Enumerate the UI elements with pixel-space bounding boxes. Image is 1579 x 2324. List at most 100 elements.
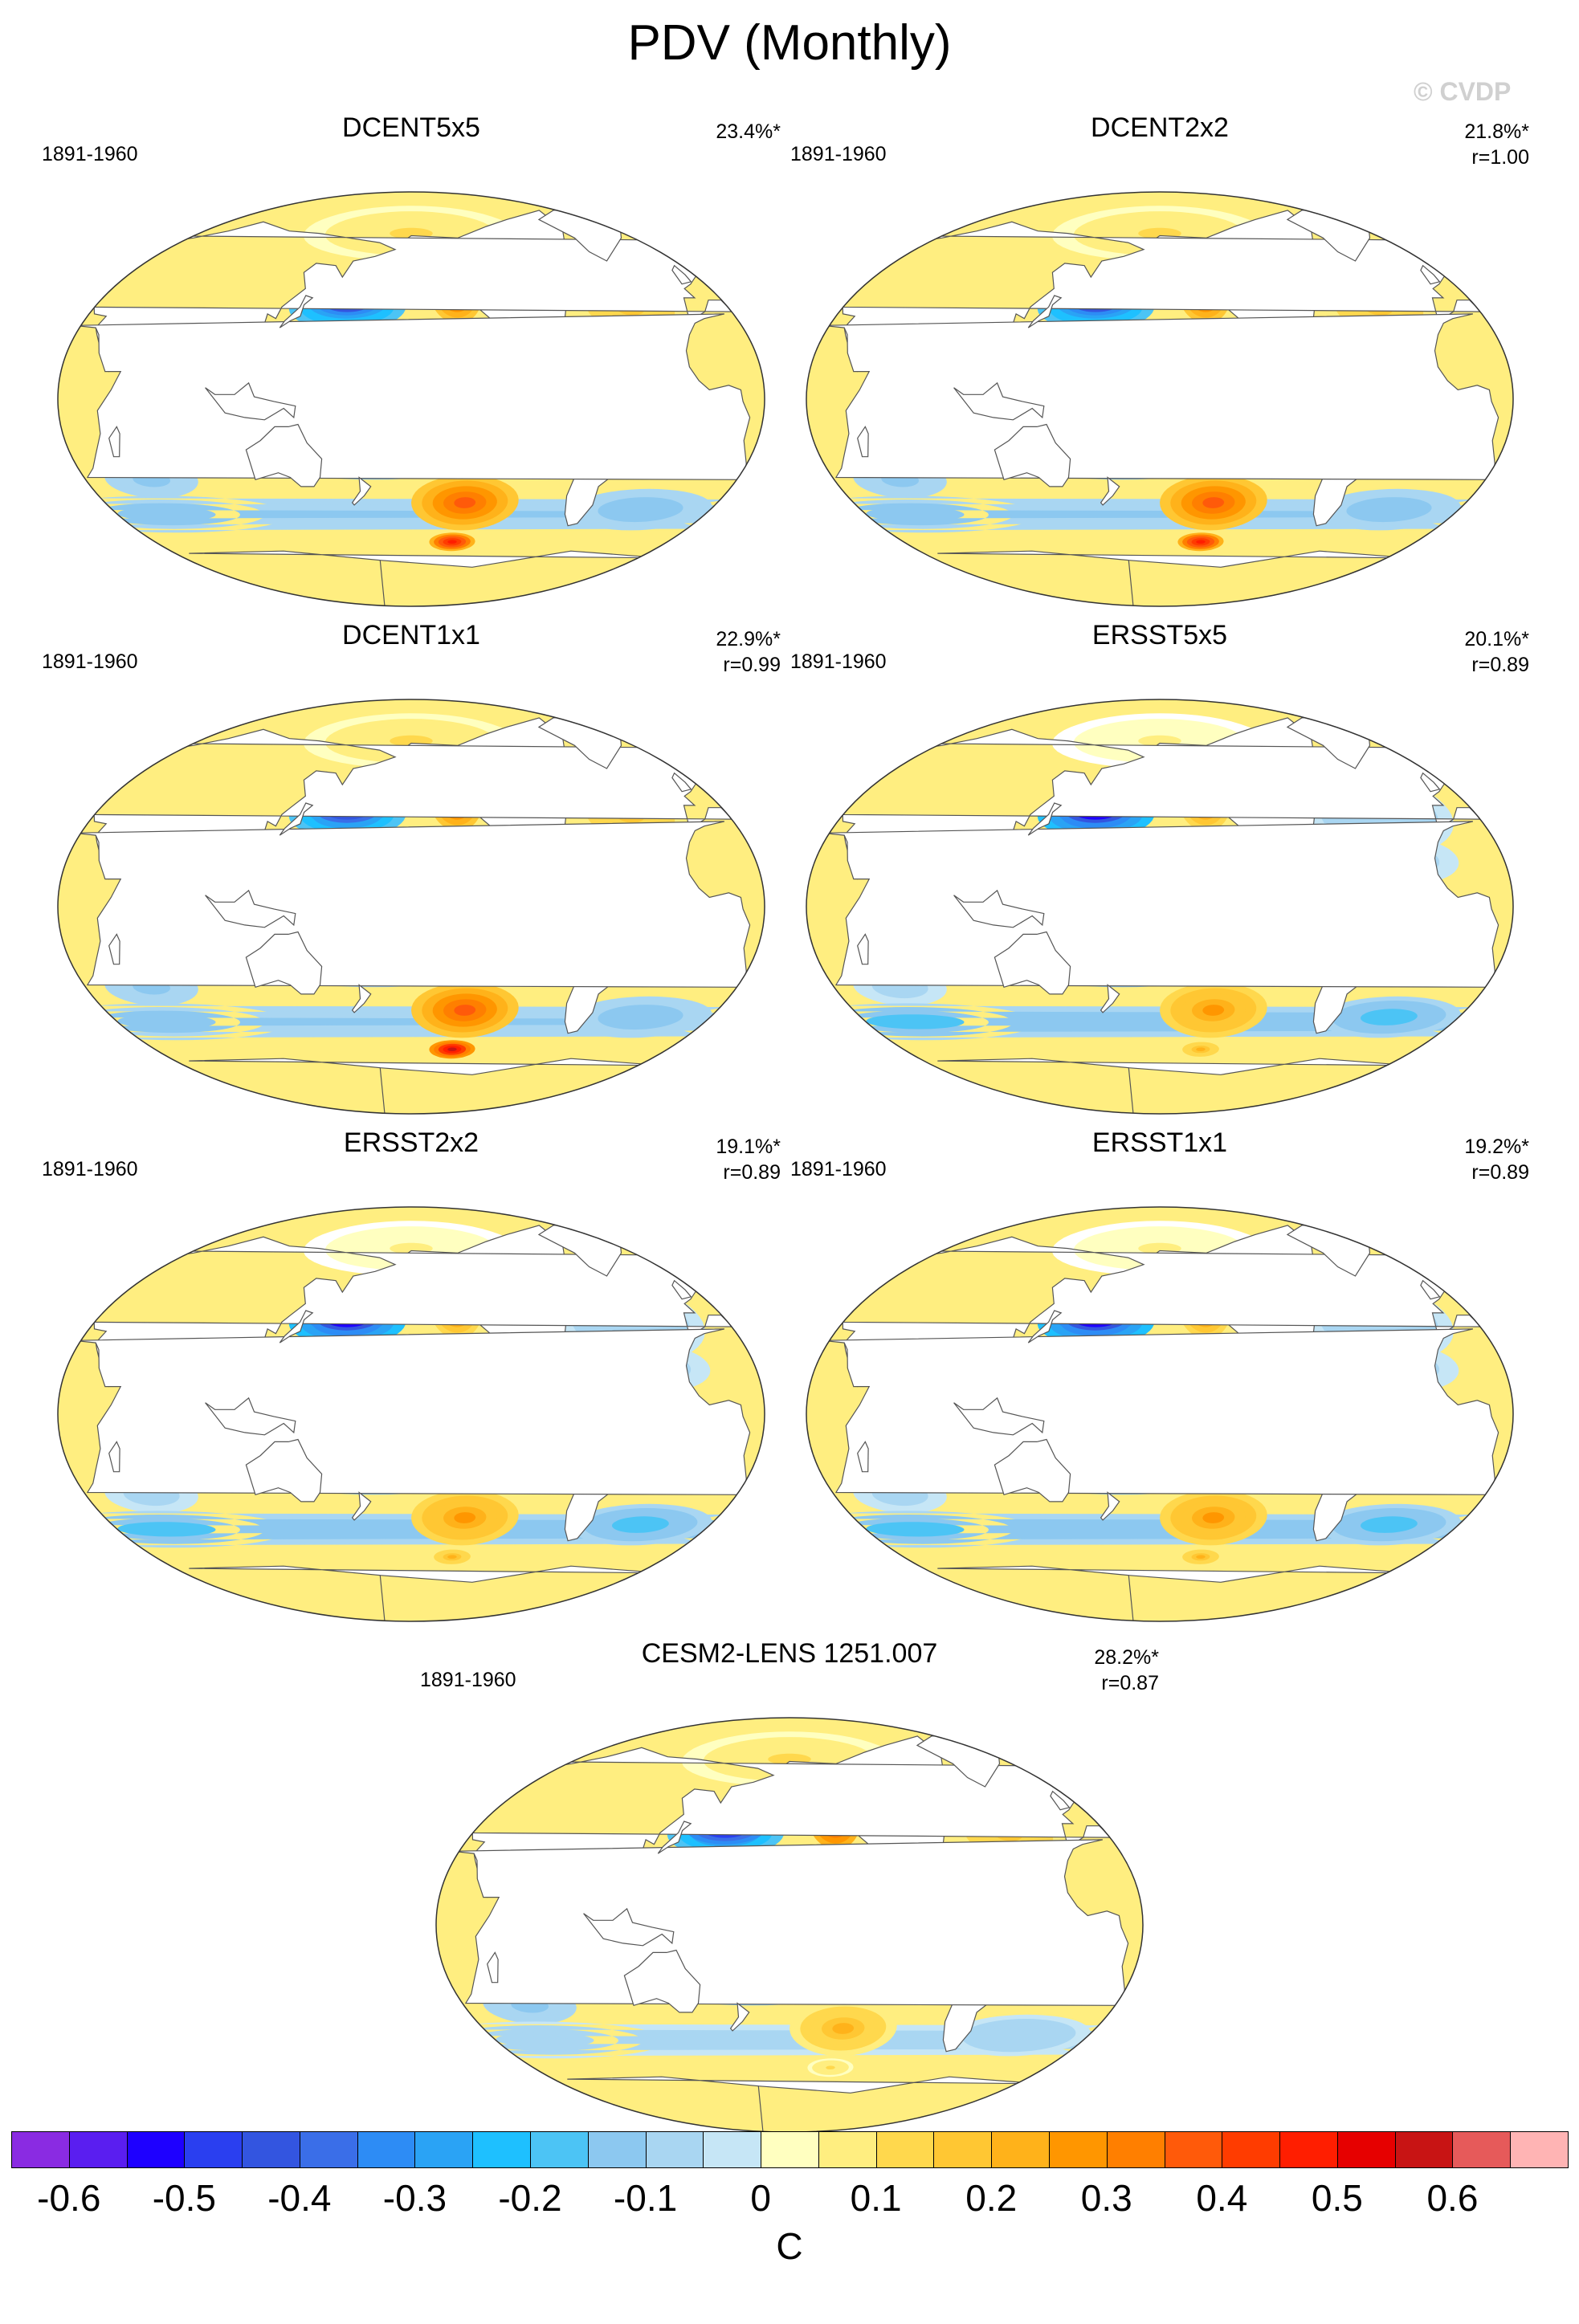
- anomaly-contour: [844, 1518, 1475, 1541]
- panel-period: 1891-1960: [790, 143, 887, 165]
- robinson-map: [806, 699, 1514, 1115]
- map-outline: [806, 699, 1514, 1115]
- land-indonesia: [205, 381, 296, 421]
- land-nz: [1100, 1491, 1120, 1521]
- anomaly-contour: [142, 510, 191, 518]
- anomaly-contour: [447, 540, 457, 544]
- map-panel-dcent1x1: DCENT1x1 1891-1960 22.9%* r=0.99: [42, 620, 781, 1118]
- land-africa: [822, 313, 1499, 480]
- anomaly-contour: [520, 2036, 569, 2044]
- panel-title: ERSST2x2: [343, 1127, 479, 1158]
- land-nz: [1100, 984, 1120, 1013]
- anomaly-contour: [142, 1525, 191, 1533]
- robinson-map: [806, 191, 1514, 607]
- land-indonesia: [583, 1907, 675, 1947]
- colorbar-swatch: [1510, 2131, 1569, 2168]
- robinson-map: [57, 1206, 765, 1622]
- panel-period: 1891-1960: [420, 1669, 516, 1691]
- colorbar-swatch: [242, 2131, 300, 2168]
- anomaly-contour: [454, 1005, 476, 1016]
- land-nz: [351, 476, 372, 506]
- anomaly-contour: [844, 503, 1475, 526]
- anomaly-contour: [626, 1520, 655, 1529]
- map-outline: [806, 1206, 1514, 1622]
- land-antarctica: [189, 550, 663, 606]
- map-panel-dcent5x5: DCENT5x5 1891-1960 23.4%*: [42, 112, 781, 610]
- anomaly-contour: [891, 1525, 940, 1533]
- colorbar-swatch: [1336, 2131, 1396, 2168]
- panel-stats: 19.2%* r=0.89: [1464, 1134, 1529, 1185]
- anomaly-contour: [474, 2028, 1105, 2052]
- map-panel-cesm2-lens: CESM2-LENS 1251.007 1891-1960 28.2%* r=0…: [420, 1638, 1159, 2136]
- panel-pct: 22.9%*: [716, 628, 781, 650]
- land-madagascar: [857, 426, 869, 458]
- colorbar-tick-label: 0.4: [1196, 2177, 1248, 2219]
- anomaly-contour: [454, 1512, 476, 1523]
- land-japan: [1027, 1310, 1063, 1343]
- anomaly-contour: [142, 1017, 191, 1025]
- colorbar-swatch: [818, 2131, 877, 2168]
- colorbar-tick-label: 0.3: [1080, 2177, 1132, 2219]
- land-uk: [671, 772, 692, 793]
- land-japan: [279, 802, 314, 836]
- colorbar-tick-label: -0.6: [37, 2177, 101, 2219]
- colorbar-swatch: [68, 2131, 128, 2168]
- anomaly-contour: [1374, 1520, 1404, 1529]
- land-indonesia: [953, 889, 1045, 928]
- map-panel-ersst1x1: ERSST1x1 1891-1960 19.2%* r=0.89: [790, 1127, 1529, 1625]
- anomaly-contour: [1196, 1555, 1206, 1559]
- panel-title: ERSST5x5: [1091, 620, 1228, 650]
- map-panel-ersst5x5: ERSST5x5 1891-1960 20.1%* r=0.89: [790, 620, 1529, 1118]
- panel-title: CESM2-LENS 1251.007: [641, 1638, 938, 1669]
- panel-r: r=0.89: [723, 1161, 781, 1184]
- colorbar-tick-label: 0.2: [965, 2177, 1018, 2219]
- land-uk: [1420, 264, 1441, 285]
- colorbar-tick-label: 0.6: [1426, 2177, 1479, 2219]
- land-japan: [279, 1310, 314, 1343]
- anomaly-contour: [891, 1017, 940, 1025]
- colorbar-swatch: [126, 2131, 186, 2168]
- panel-stats: 28.2%* r=0.87: [1094, 1645, 1159, 1696]
- panel-period: 1891-1960: [790, 650, 887, 673]
- land-australia: [994, 423, 1071, 487]
- land-nz: [729, 2002, 750, 2032]
- anomaly-contour: [1004, 2031, 1034, 2040]
- colorbar-tick-label: -0.4: [267, 2177, 332, 2219]
- colorbar-swatch: [1164, 2131, 1223, 2168]
- map-outline: [806, 191, 1514, 607]
- panel-period: 1891-1960: [42, 143, 138, 165]
- robinson-map: [806, 1206, 1514, 1622]
- land-uk: [671, 264, 692, 285]
- land-australia: [245, 423, 323, 487]
- land-uk: [1420, 772, 1441, 793]
- land-antarctica: [567, 2076, 1041, 2132]
- figure-title: PDV (Monthly): [627, 15, 952, 71]
- panel-r: r=0.87: [1101, 1672, 1159, 1694]
- map-panel-ersst2x2: ERSST2x2 1891-1960 19.1%* r=0.89: [42, 1127, 781, 1625]
- anomaly-contour: [844, 1010, 1475, 1034]
- land-africa: [74, 1328, 751, 1495]
- land-madagascar: [108, 933, 120, 965]
- colorbar-swatch: [1222, 2131, 1281, 2168]
- colorbar-swatch: [1279, 2131, 1338, 2168]
- land-nz: [351, 1491, 372, 1521]
- land-indonesia: [953, 1396, 1045, 1436]
- colorbar-tick-label: -0.2: [498, 2177, 562, 2219]
- colorbar-tick-label: 0.1: [850, 2177, 902, 2219]
- anomaly-contour: [1374, 1013, 1404, 1021]
- land-madagascar: [857, 933, 869, 965]
- colorbar-swatch: [357, 2131, 416, 2168]
- anomaly-contour: [96, 1010, 727, 1034]
- land-australia: [623, 1949, 701, 2013]
- land-indonesia: [205, 889, 296, 928]
- anomaly-contour: [1374, 505, 1404, 514]
- anomaly-contour: [447, 1047, 457, 1051]
- land-japan: [1027, 295, 1063, 328]
- anomaly-contour: [447, 1555, 457, 1559]
- panel-period: 1891-1960: [790, 1158, 887, 1180]
- panel-pct: 21.8%*: [1464, 120, 1529, 143]
- anomaly-contour: [96, 1518, 727, 1541]
- panel-r: r=0.89: [1471, 654, 1529, 676]
- panel-period: 1891-1960: [42, 650, 138, 673]
- land-madagascar: [108, 1441, 120, 1473]
